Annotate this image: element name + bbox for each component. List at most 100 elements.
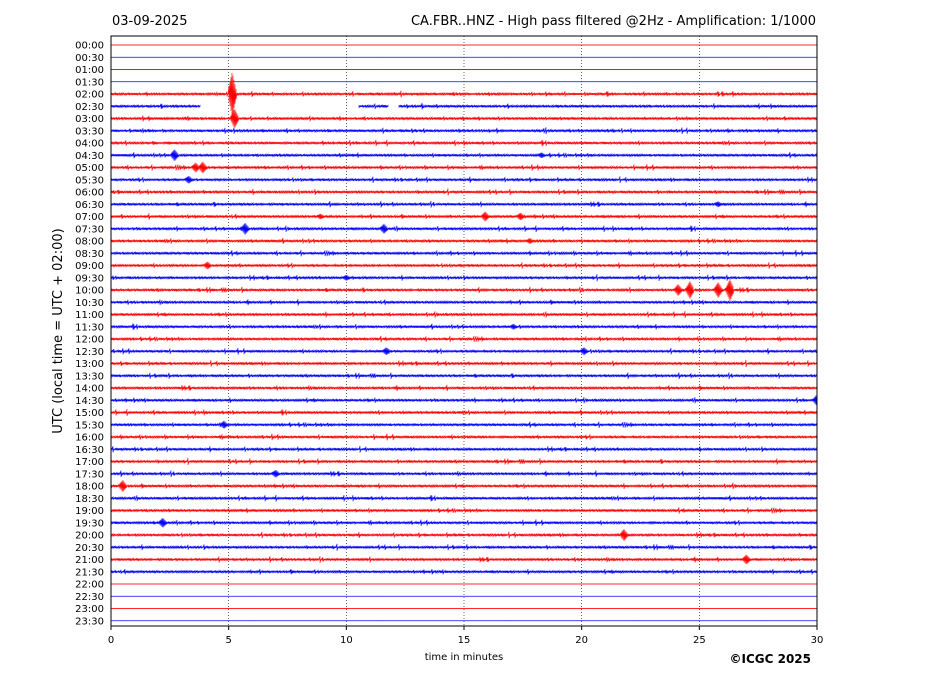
x-tick-label: 25 xyxy=(693,635,706,646)
row-label: 01:30 xyxy=(75,77,104,88)
row-label: 19:00 xyxy=(75,506,104,517)
trace-08:30 xyxy=(110,249,818,257)
row-label: 12:30 xyxy=(75,347,104,358)
row-label: 00:00 xyxy=(75,41,104,52)
row-label: 15:00 xyxy=(75,408,104,419)
row-label: 04:30 xyxy=(75,151,104,162)
trace-03:30 xyxy=(110,127,818,135)
date-label: 03-09-2025 xyxy=(112,14,188,29)
x-tick-label: 30 xyxy=(811,635,824,646)
row-label: 06:30 xyxy=(75,200,104,211)
x-tick-label: 20 xyxy=(575,635,588,646)
row-label: 03:30 xyxy=(75,126,104,137)
trace-13:00 xyxy=(110,359,818,368)
trace-21:00 xyxy=(110,554,818,565)
plot-area xyxy=(110,35,818,627)
trace-10:00 xyxy=(110,279,818,301)
row-label: 18:30 xyxy=(75,494,104,505)
row-label: 07:30 xyxy=(75,224,104,235)
trace-14:00 xyxy=(110,384,818,392)
trace-09:00 xyxy=(110,261,818,270)
trace-17:30 xyxy=(110,469,818,478)
row-label: 17:30 xyxy=(75,469,104,480)
trace-02:00 xyxy=(110,72,818,116)
trace-06:30 xyxy=(110,200,818,208)
row-label: 02:00 xyxy=(75,90,104,101)
trace-12:00 xyxy=(110,335,818,343)
trace-10:30 xyxy=(110,298,818,306)
row-label: 11:00 xyxy=(75,310,104,321)
row-label: 23:00 xyxy=(75,604,104,615)
trace-04:00 xyxy=(110,139,818,147)
row-label: 18:00 xyxy=(75,482,104,493)
row-label: 12:00 xyxy=(75,335,104,346)
trace-07:30 xyxy=(110,222,818,235)
vertical-gridlines xyxy=(228,36,700,626)
row-label: 16:00 xyxy=(75,433,104,444)
trace-16:30 xyxy=(110,445,818,453)
trace-19:00 xyxy=(110,507,818,514)
trace-14:30 xyxy=(110,394,818,407)
row-label: 19:30 xyxy=(75,518,104,529)
row-label: 21:00 xyxy=(75,555,104,566)
trace-17:00 xyxy=(110,457,818,466)
row-label: 07:00 xyxy=(75,212,104,223)
trace-06:00 xyxy=(110,188,818,196)
chart-title: CA.FBR..HNZ - High pass filtered @2Hz - … xyxy=(411,14,816,29)
y-axis-label: UTC (local time = UTC + 02:00) xyxy=(51,228,66,433)
trace-13:30 xyxy=(110,372,818,380)
row-label: 13:30 xyxy=(75,371,104,382)
x-tick-label: 15 xyxy=(458,635,471,646)
row-label: 17:00 xyxy=(75,457,104,468)
row-label: 22:30 xyxy=(75,592,104,603)
row-label: 01:00 xyxy=(75,65,104,76)
trace-20:30 xyxy=(110,543,818,551)
trace-15:30 xyxy=(110,420,818,429)
copyright-label: ©ICGC 2025 xyxy=(729,652,811,666)
row-label: 14:30 xyxy=(75,396,104,407)
row-label: 04:00 xyxy=(75,139,104,150)
row-label: 15:30 xyxy=(75,420,104,431)
seismic-traces xyxy=(110,44,818,622)
x-axis-label: time in minutes xyxy=(425,652,504,663)
trace-15:00 xyxy=(110,409,818,416)
x-tick-label: 0 xyxy=(108,635,114,646)
row-label: 14:00 xyxy=(75,384,104,395)
trace-11:30 xyxy=(110,323,818,331)
trace-18:00 xyxy=(110,480,818,492)
x-tick-labels: 0 5 10 15 20 25 30 xyxy=(108,626,824,646)
row-label: 05:00 xyxy=(75,163,104,174)
trace-07:00 xyxy=(110,211,818,222)
trace-04:30 xyxy=(110,149,818,161)
row-label: 20:00 xyxy=(75,531,104,542)
row-label: 06:00 xyxy=(75,188,104,199)
row-label: 08:30 xyxy=(75,249,104,260)
row-label: 09:00 xyxy=(75,261,104,272)
trace-19:30 xyxy=(110,517,818,528)
trace-20:00 xyxy=(110,528,818,542)
row-label: 08:00 xyxy=(75,237,104,248)
trace-11:00 xyxy=(110,311,818,318)
trace-09:30 xyxy=(110,274,818,282)
row-label: 21:30 xyxy=(75,567,104,578)
trace-05:30 xyxy=(110,175,818,184)
row-label: 10:00 xyxy=(75,286,104,297)
x-tick-label: 10 xyxy=(340,635,353,646)
row-label: 16:30 xyxy=(75,445,104,456)
row-label: 10:30 xyxy=(75,298,104,309)
x-tick-label: 5 xyxy=(225,635,231,646)
trace-05:00 xyxy=(110,161,818,174)
row-label: 22:00 xyxy=(75,580,104,591)
trace-12:30 xyxy=(110,347,818,356)
row-label: 09:30 xyxy=(75,273,104,284)
trace-08:00 xyxy=(110,237,818,245)
row-label: 20:30 xyxy=(75,543,104,554)
row-label: 03:00 xyxy=(75,114,104,125)
row-label: 23:30 xyxy=(75,616,104,627)
row-label: 13:00 xyxy=(75,359,104,370)
trace-16:00 xyxy=(110,433,818,441)
row-label: 11:30 xyxy=(75,322,104,333)
trace-03:00 xyxy=(110,109,818,128)
